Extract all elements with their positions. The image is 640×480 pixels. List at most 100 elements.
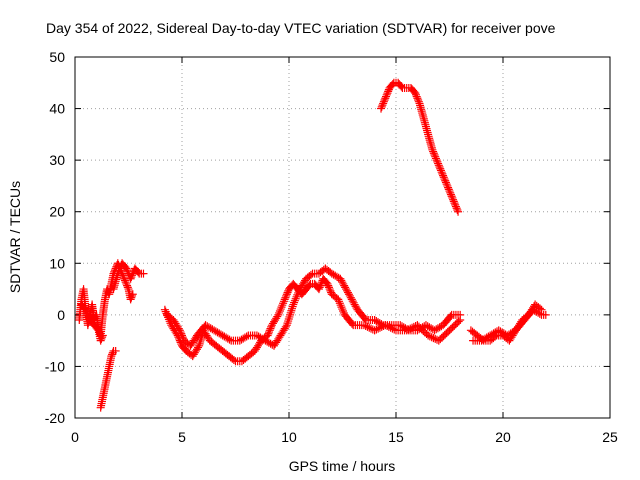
data-point [443,181,452,190]
data-point [431,152,440,161]
x-tick-label: 15 [388,429,404,445]
data-point [427,324,436,333]
data-point [237,335,246,344]
data-point [275,308,284,317]
data-point [97,334,106,343]
data-point [126,295,135,304]
data-point [178,331,186,340]
data-point [446,190,455,199]
data-point [254,332,263,341]
data-point [327,269,336,278]
data-point [204,323,213,332]
y-axis-label: SDTVAR / TECUs [7,181,23,293]
data-point [504,330,513,339]
data-point [279,299,288,308]
data-point [535,309,544,318]
data-point [81,305,90,314]
data-point [339,279,348,288]
data-point [377,320,386,329]
data-point [115,266,124,275]
data-point [449,195,458,204]
data-point [275,306,284,315]
data-point [294,287,303,296]
y-tick-label: 0 [57,307,65,323]
axis-ticks: 0 5 10 15 20 25 -20 -10 0 10 20 30 40 50 [45,49,618,445]
data-point [433,335,442,344]
data-point [280,295,289,304]
data-point [218,331,227,340]
data-point [439,173,448,182]
data-point [259,335,268,344]
data-point [113,269,122,278]
data-point [340,281,349,290]
data-point [449,197,458,206]
data-point [277,303,286,312]
data-point [484,332,493,341]
data-point [139,269,148,278]
data-point [324,281,333,290]
data-point [414,95,423,104]
data-point [429,147,438,156]
data-point [123,283,132,292]
data-point [128,291,137,300]
data-point [98,333,107,342]
data-point [128,271,137,280]
data-point [423,322,432,331]
data-point [438,169,447,178]
data-point [292,292,301,301]
data-point [427,333,436,342]
data-point [430,326,439,335]
data-point [349,298,358,307]
data-point [208,325,217,334]
data-point [428,145,437,154]
x-tick-label: 20 [495,429,511,445]
data-point [421,321,430,330]
data-point [370,316,379,325]
data-point [225,335,234,344]
data-point [111,346,120,355]
data-point [338,305,347,314]
data-point [496,327,505,336]
data-point [337,276,346,285]
data-point [370,326,379,335]
data-point [264,329,273,338]
data-point [453,205,462,214]
data-point [487,330,496,339]
data-point [287,306,296,315]
data-point [414,97,423,106]
plot-frame [74,56,611,419]
data-point [541,310,550,319]
data-point [293,290,302,299]
data-point [265,328,274,337]
data-point [329,270,338,279]
data-point [294,288,303,297]
data-point [367,324,376,333]
data-point [416,324,425,333]
data-point [446,312,455,321]
data-point [283,288,292,297]
y-tick-label: 50 [49,49,65,65]
data-point [447,192,456,201]
data-point [446,188,455,197]
data-point [273,312,282,321]
data-point [281,293,290,302]
data-point [363,322,372,331]
data-point [194,343,203,352]
data-point [229,355,238,364]
data-point [382,92,391,101]
data-point [499,329,508,338]
data-point [415,325,424,334]
data-point [98,331,107,340]
data-point [266,324,275,333]
data-point [436,164,445,173]
data-point [282,291,291,300]
data-point [482,333,491,342]
data-point [434,159,443,168]
data-point [454,317,463,326]
data-point [399,323,408,332]
data-point [341,283,350,292]
data-point [96,336,105,345]
x-tick-label: 0 [71,429,79,445]
data-point [379,99,388,108]
data-point [177,329,186,338]
